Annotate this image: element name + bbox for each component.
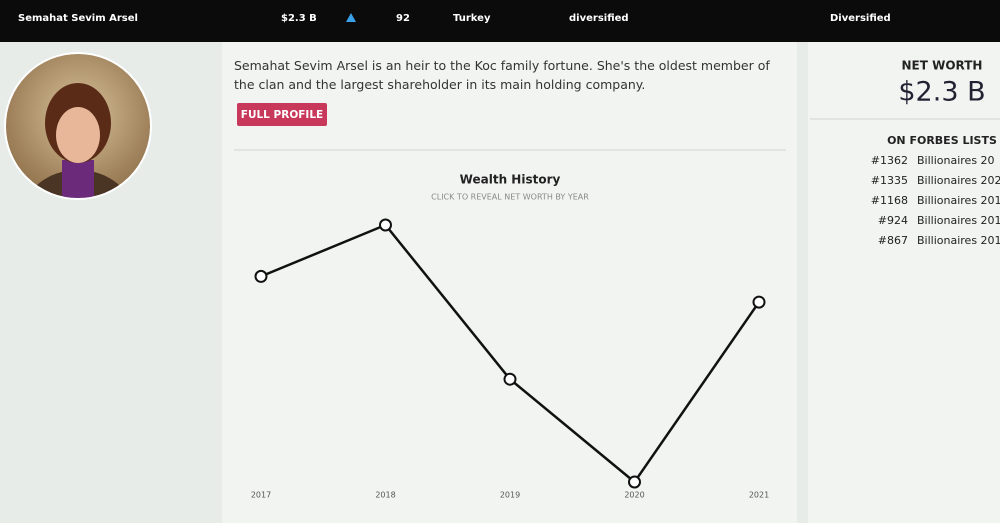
industry: Diversified — [830, 13, 891, 24]
net-worth-label: NET WORTH — [902, 59, 983, 73]
description-box: Semahat Sevim Arsel is an heir to the Ko… — [234, 58, 770, 92]
list-rank: #1168 — [871, 194, 908, 207]
avatar-collar — [62, 160, 94, 199]
list-name: Billionaires 201 — [917, 234, 1000, 247]
point — [379, 218, 392, 232]
avatar — [5, 53, 151, 199]
full-profile-button[interactable] — [237, 103, 327, 126]
avatar-face — [56, 107, 100, 163]
top-bar-bg — [0, 0, 1000, 42]
avatar-body — [23, 170, 133, 199]
list-name: Billionaires 201 — [917, 194, 1000, 207]
point — [503, 372, 517, 386]
up-icon — [346, 13, 356, 22]
name[interactable]: Semahat Sevim Arsel — [18, 13, 138, 24]
list-rank: #867 — [878, 234, 908, 247]
source: diversified — [569, 13, 629, 24]
avatar-ring — [4, 52, 152, 200]
list-name: Billionaires 202 — [917, 174, 1000, 187]
x-tick-label: 2017 — [251, 491, 271, 500]
x-tick-label: 2021 — [749, 491, 769, 500]
net-worth: $2.3 B — [281, 13, 317, 24]
point — [752, 295, 766, 309]
country: Turkey — [453, 13, 491, 24]
list-name: Billionaires 201 — [917, 214, 1000, 227]
point — [628, 475, 641, 489]
net-worth-value: $2.3 B — [898, 77, 985, 108]
lists-label: ON FORBES LISTS — [887, 134, 997, 147]
x-tick-label: 2018 — [375, 491, 395, 500]
side-panel — [808, 42, 1000, 523]
description: Semahat Sevim Arsel is an heir to the Ko… — [234, 58, 770, 92]
chart-subtitle: CLICK TO REVEAL NET WORTH BY YEAR — [431, 193, 589, 202]
list-rank: #1362 — [871, 154, 908, 167]
x-tick-label: 2019 — [500, 491, 520, 500]
list-rank: #1335 — [871, 174, 908, 187]
button-label[interactable]: FULL PROFILE — [241, 109, 323, 121]
point — [254, 269, 268, 283]
list-rank: #924 — [878, 214, 908, 227]
top-bar: Semahat Sevim Arsel $2.3 B 92 Turkey div… — [0, 0, 1000, 42]
x-tick-label: 2020 — [624, 491, 644, 500]
chart-title: Wealth History — [460, 173, 561, 187]
rank: 92 — [396, 13, 410, 24]
list-name: Billionaires 20 — [917, 154, 995, 167]
